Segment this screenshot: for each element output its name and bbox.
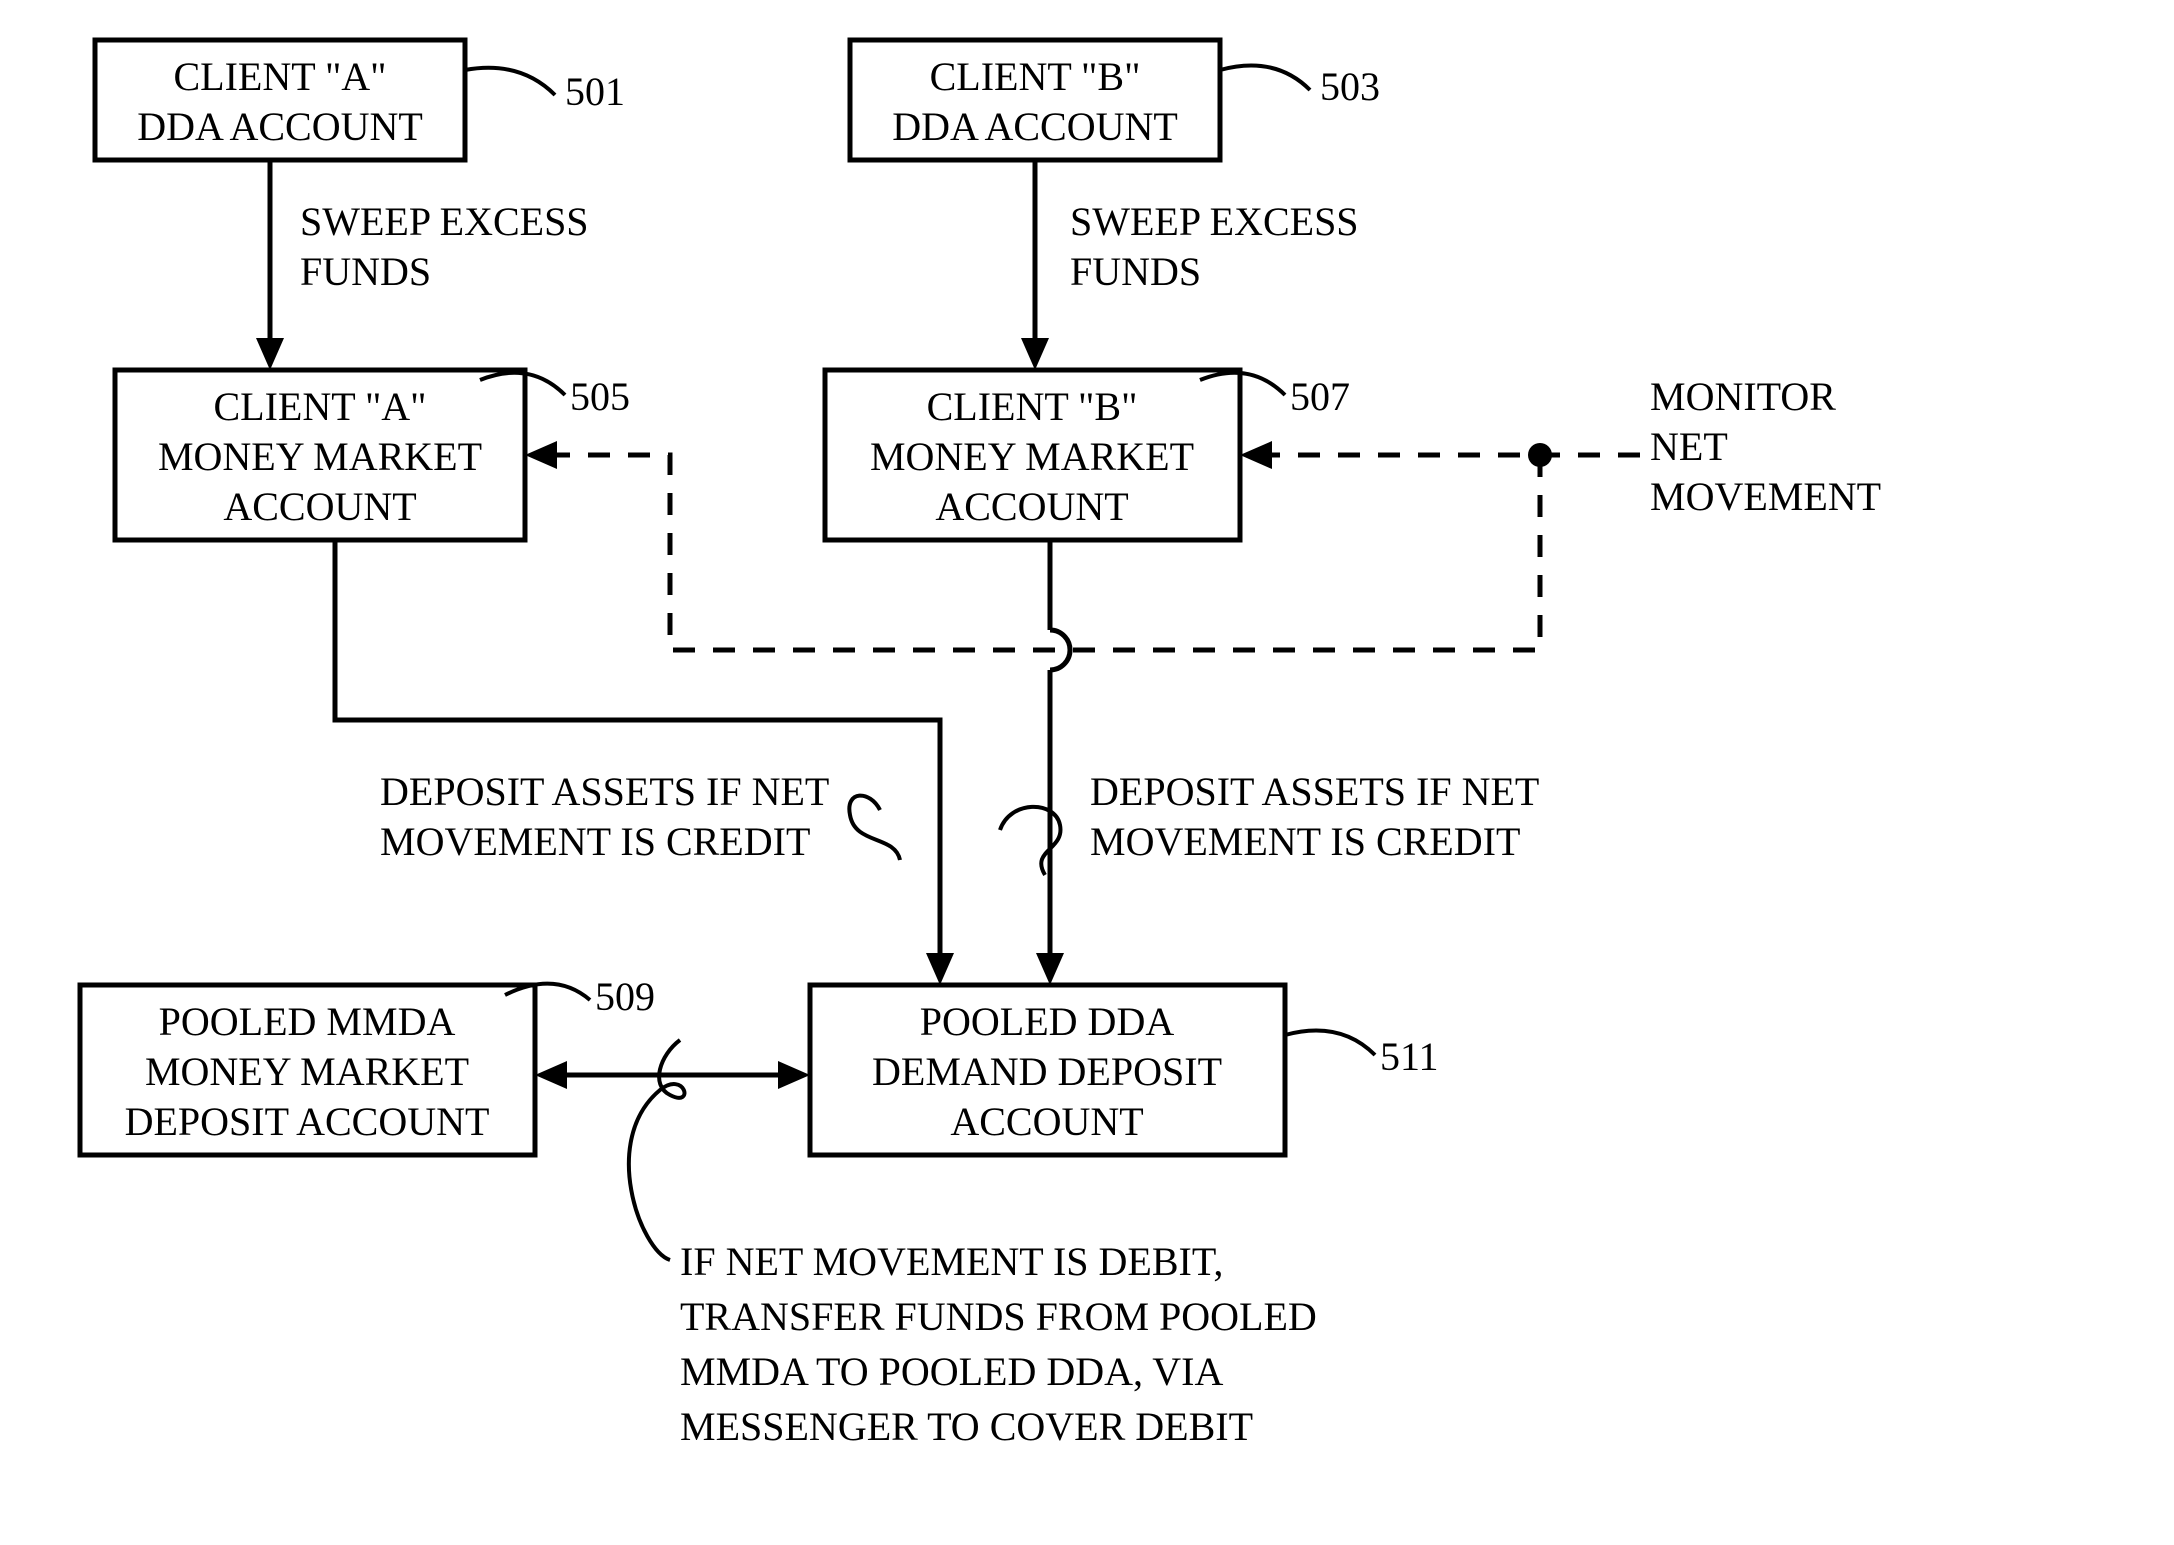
ref-511: 511 (1380, 1034, 1439, 1079)
node-text: POOLED MMDA (159, 999, 456, 1044)
node-pooled-mmda: POOLED MMDA MONEY MARKET DEPOSIT ACCOUNT (80, 985, 535, 1155)
edge-label: MOVEMENT (1650, 474, 1881, 519)
node-text: CLIENT "B" (927, 384, 1138, 429)
node-text: DDA ACCOUNT (137, 104, 423, 149)
callout-squiggle (849, 796, 900, 860)
node-text: ACCOUNT (950, 1099, 1143, 1144)
edge-label: FUNDS (1070, 249, 1201, 294)
node-text: MONEY MARKET (870, 434, 1194, 479)
edge-label: MONITOR (1650, 374, 1836, 419)
edge-sweep-a: SWEEP EXCESS FUNDS (256, 160, 589, 370)
edge-label: SWEEP EXCESS (300, 199, 589, 244)
ref-leader (465, 68, 555, 95)
node-text: DEPOSIT ACCOUNT (125, 1099, 490, 1144)
ref-505: 505 (570, 374, 630, 419)
node-text: MONEY MARKET (158, 434, 482, 479)
node-text: CLIENT "A" (173, 54, 386, 99)
ref-507: 507 (1290, 374, 1350, 419)
node-client-b-dda: CLIENT "B" DDA ACCOUNT (850, 40, 1220, 160)
node-text: POOLED DDA (920, 999, 1175, 1044)
node-text: ACCOUNT (223, 484, 416, 529)
footnote: IF NET MOVEMENT IS DEBIT, TRANSFER FUNDS… (680, 1239, 1317, 1449)
node-pooled-dda: POOLED DDA DEMAND DEPOSIT ACCOUNT (810, 985, 1285, 1155)
footnote-line: TRANSFER FUNDS FROM POOLED (680, 1294, 1317, 1339)
edge-label: DEPOSIT ASSETS IF NET (380, 769, 829, 814)
node-text: DDA ACCOUNT (892, 104, 1178, 149)
ref-509: 509 (595, 974, 655, 1019)
footnote-line: MESSENGER TO COVER DEBIT (680, 1404, 1253, 1449)
edge-label: NET (1650, 424, 1728, 469)
ref-501: 501 (565, 69, 625, 114)
node-client-b-mm: CLIENT "B" MONEY MARKET ACCOUNT (825, 370, 1240, 540)
node-text: CLIENT "A" (213, 384, 426, 429)
edge-label: DEPOSIT ASSETS IF NET (1090, 769, 1539, 814)
edge-sweep-b: SWEEP EXCESS FUNDS (1021, 160, 1359, 370)
node-text: CLIENT "B" (930, 54, 1141, 99)
node-text: MONEY MARKET (145, 1049, 469, 1094)
node-client-a-mm: CLIENT "A" MONEY MARKET ACCOUNT (115, 370, 525, 540)
ref-503: 503 (1320, 64, 1380, 109)
node-client-a-dda: CLIENT "A" DDA ACCOUNT (95, 40, 465, 160)
footnote-line: IF NET MOVEMENT IS DEBIT, (680, 1239, 1223, 1284)
edge-label: MOVEMENT IS CREDIT (380, 819, 810, 864)
footnote-line: MMDA TO POOLED DDA, VIA (680, 1349, 1223, 1394)
edge-label: FUNDS (300, 249, 431, 294)
edge-label: SWEEP EXCESS (1070, 199, 1359, 244)
node-text: ACCOUNT (935, 484, 1128, 529)
flowchart: CLIENT "A" DDA ACCOUNT 501 CLIENT "B" DD… (0, 0, 2174, 1545)
ref-leader (1285, 1031, 1375, 1056)
edge-label: MOVEMENT IS CREDIT (1090, 819, 1520, 864)
edge-deposit-a: DEPOSIT ASSETS IF NET MOVEMENT IS CREDIT (335, 540, 954, 985)
ref-leader (1220, 66, 1310, 91)
node-text: DEMAND DEPOSIT (872, 1049, 1222, 1094)
edge-deposit-b: DEPOSIT ASSETS IF NET MOVEMENT IS CREDIT (1036, 540, 1539, 985)
